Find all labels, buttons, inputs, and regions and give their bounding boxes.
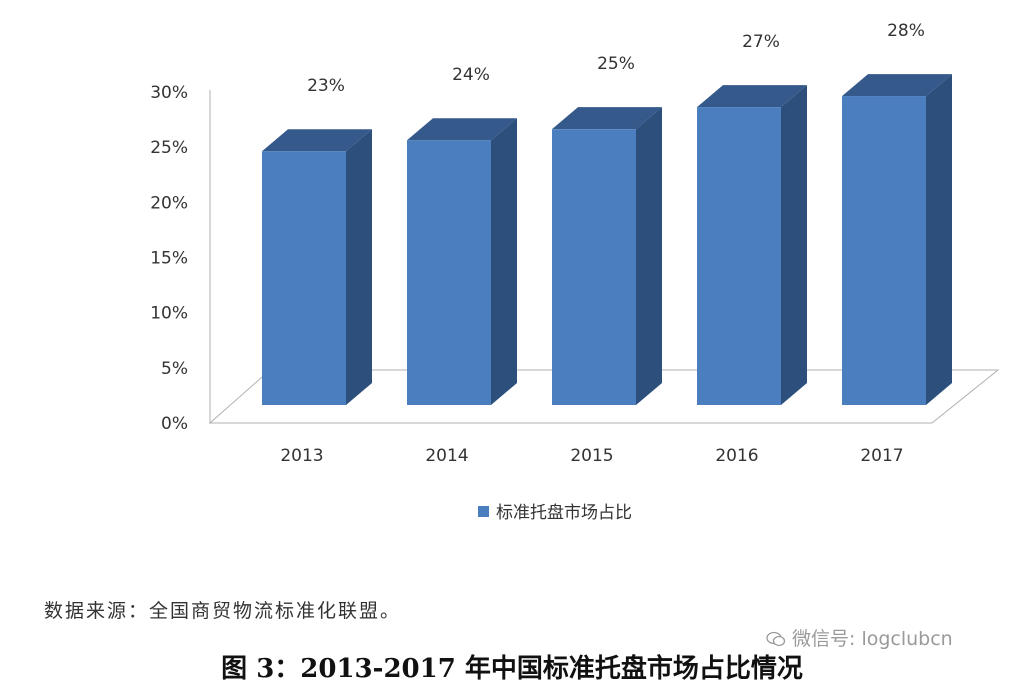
- watermark: 微信号: logclubcn: [766, 624, 953, 651]
- y-tick-label: 30%: [150, 83, 188, 103]
- x-tick-label: 2017: [860, 446, 903, 466]
- bar-2013: [262, 129, 372, 405]
- y-tick-label: 15%: [150, 249, 188, 269]
- bar-front-face: [842, 96, 926, 406]
- bar-front-face: [407, 140, 491, 405]
- data-label: 28%: [887, 21, 925, 41]
- bar-front-face: [552, 129, 636, 405]
- source-note: 数据来源：全国商贸物流标准化联盟。: [44, 600, 402, 622]
- y-tick-label: 0%: [161, 414, 188, 434]
- bar-front-face: [262, 151, 346, 405]
- bar-2015: [552, 107, 662, 406]
- bar-2017: [842, 74, 952, 406]
- bar-side-face: [491, 118, 517, 405]
- legend: 标准托盘市场占比: [478, 503, 632, 523]
- floor-plane: [208, 369, 1000, 424]
- y-tick-label: 10%: [150, 304, 188, 324]
- bar-top-face: [552, 107, 662, 130]
- bar-side-face: [346, 129, 372, 405]
- x-tick-label: 2013: [280, 446, 323, 466]
- bar-front-face: [697, 107, 781, 405]
- bar-2014: [407, 118, 517, 405]
- x-tick-labels: 2013 2014 2015 2016 2017: [280, 446, 903, 466]
- chart-axes: [208, 90, 1000, 424]
- wechat-icon: [766, 630, 786, 646]
- watermark-text: 微信号: logclubcn: [792, 628, 953, 650]
- data-label: 25%: [597, 54, 635, 74]
- bar-top-face: [407, 118, 517, 141]
- y-tick-labels: 0% 5% 10% 15% 20% 25% 30%: [150, 83, 188, 434]
- data-label: 23%: [307, 76, 345, 96]
- bar-chart: 0% 5% 10% 15% 20% 25% 30% 23% 24% 25% 27% 28% 2013…: [150, 21, 1000, 523]
- y-tick-label: 5%: [161, 359, 188, 379]
- bar-side-face: [781, 85, 807, 405]
- x-tick-label: 2016: [715, 446, 758, 466]
- bar-side-face: [636, 107, 662, 406]
- bar-top-face: [262, 129, 372, 152]
- bar-top-face: [842, 74, 952, 97]
- bars: [262, 74, 952, 406]
- data-label: 27%: [742, 32, 780, 52]
- figure-caption: 图 3：2013-2017 年中国标准托盘市场占比情况: [221, 654, 803, 684]
- bar-2016: [697, 85, 807, 405]
- x-tick-label: 2015: [570, 446, 613, 466]
- y-tick-label: 20%: [150, 193, 188, 213]
- legend-label: 标准托盘市场占比: [496, 503, 632, 523]
- bar-top-face: [697, 85, 807, 108]
- x-tick-label: 2014: [425, 446, 468, 466]
- legend-swatch: [478, 506, 489, 517]
- data-labels: 23% 24% 25% 27% 28%: [307, 21, 925, 96]
- y-tick-label: 25%: [150, 138, 188, 158]
- data-label: 24%: [452, 65, 490, 85]
- bar-side-face: [926, 74, 952, 406]
